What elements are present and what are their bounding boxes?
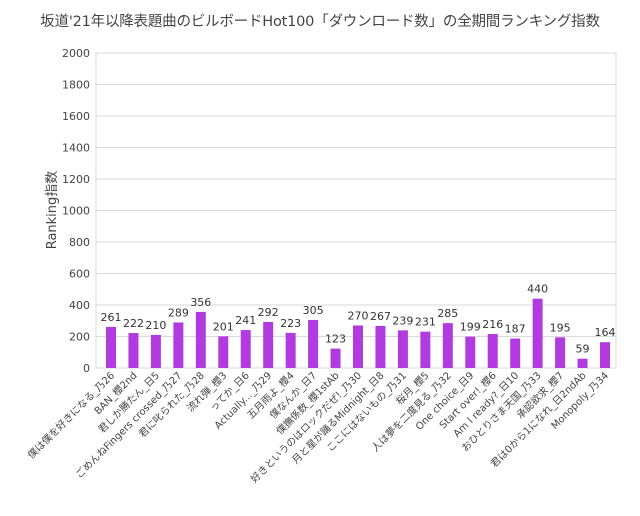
bar	[173, 322, 184, 368]
y-tick-label: 600	[69, 268, 90, 281]
y-axis-label: Ranking指数	[45, 171, 60, 250]
bar	[195, 311, 206, 368]
y-tick-label: 1200	[62, 173, 90, 186]
y-tick-label: 800	[69, 236, 90, 249]
data-label: 201	[213, 320, 234, 333]
data-label: 222	[123, 317, 144, 330]
bar	[442, 323, 453, 368]
data-label: 267	[370, 310, 391, 323]
data-label: 231	[415, 316, 436, 329]
data-label: 285	[437, 307, 458, 320]
y-tick-label: 200	[69, 331, 90, 344]
bar	[263, 322, 274, 368]
bar	[600, 342, 610, 368]
bar	[375, 325, 386, 368]
data-label: 440	[527, 283, 548, 296]
bar	[285, 332, 296, 368]
chart-title: 坂道'21年以降表題曲のビルボードHot100「ダウンロード数」の全期間ランキン…	[40, 14, 600, 30]
data-label: 199	[460, 321, 481, 334]
data-label: 195	[550, 321, 571, 334]
y-tick-label: 1600	[62, 110, 90, 123]
bar	[555, 337, 566, 368]
data-label: 210	[145, 319, 166, 332]
data-label: 241	[235, 314, 256, 327]
data-label: 59	[576, 343, 590, 356]
bar	[510, 338, 521, 368]
bar	[150, 334, 161, 368]
data-label: 261	[101, 311, 122, 324]
y-tick-label: 400	[69, 299, 90, 312]
data-label: 187	[505, 323, 526, 336]
bar	[465, 336, 476, 368]
bar	[487, 333, 498, 368]
bar	[218, 336, 229, 368]
bar	[420, 331, 431, 368]
bar	[397, 330, 408, 368]
bars	[106, 298, 610, 368]
bar	[128, 333, 139, 368]
bar	[240, 330, 251, 368]
data-label: 223	[280, 317, 301, 330]
bar	[330, 348, 341, 368]
y-tick-label: 2000	[62, 47, 90, 60]
y-tick-label: 1000	[62, 205, 90, 218]
y-axis-ticks: 0 200 400 600 800 1000 1200 1400 1600 1800 2000	[62, 47, 90, 375]
data-label: 270	[348, 309, 369, 322]
y-tick-label: 0	[83, 362, 90, 375]
data-label: 123	[325, 333, 346, 346]
data-label: 356	[190, 296, 211, 309]
bar	[353, 325, 363, 368]
data-label: 305	[303, 304, 324, 317]
bar	[577, 358, 588, 368]
data-label: 216	[482, 318, 503, 331]
data-label: 164	[595, 326, 616, 339]
bar	[308, 319, 319, 368]
data-label: 292	[258, 306, 279, 319]
y-tick-label: 1800	[62, 79, 90, 92]
y-tick-label: 1400	[62, 142, 90, 155]
data-label: 289	[168, 306, 189, 319]
x-axis-labels: 僕は僕を好きになる_乃26BAN_櫻2nd君しか勝たん_日5ごめんねFinger…	[25, 369, 611, 485]
data-label: 239	[392, 314, 413, 327]
bar	[532, 298, 543, 368]
bar	[106, 326, 116, 368]
